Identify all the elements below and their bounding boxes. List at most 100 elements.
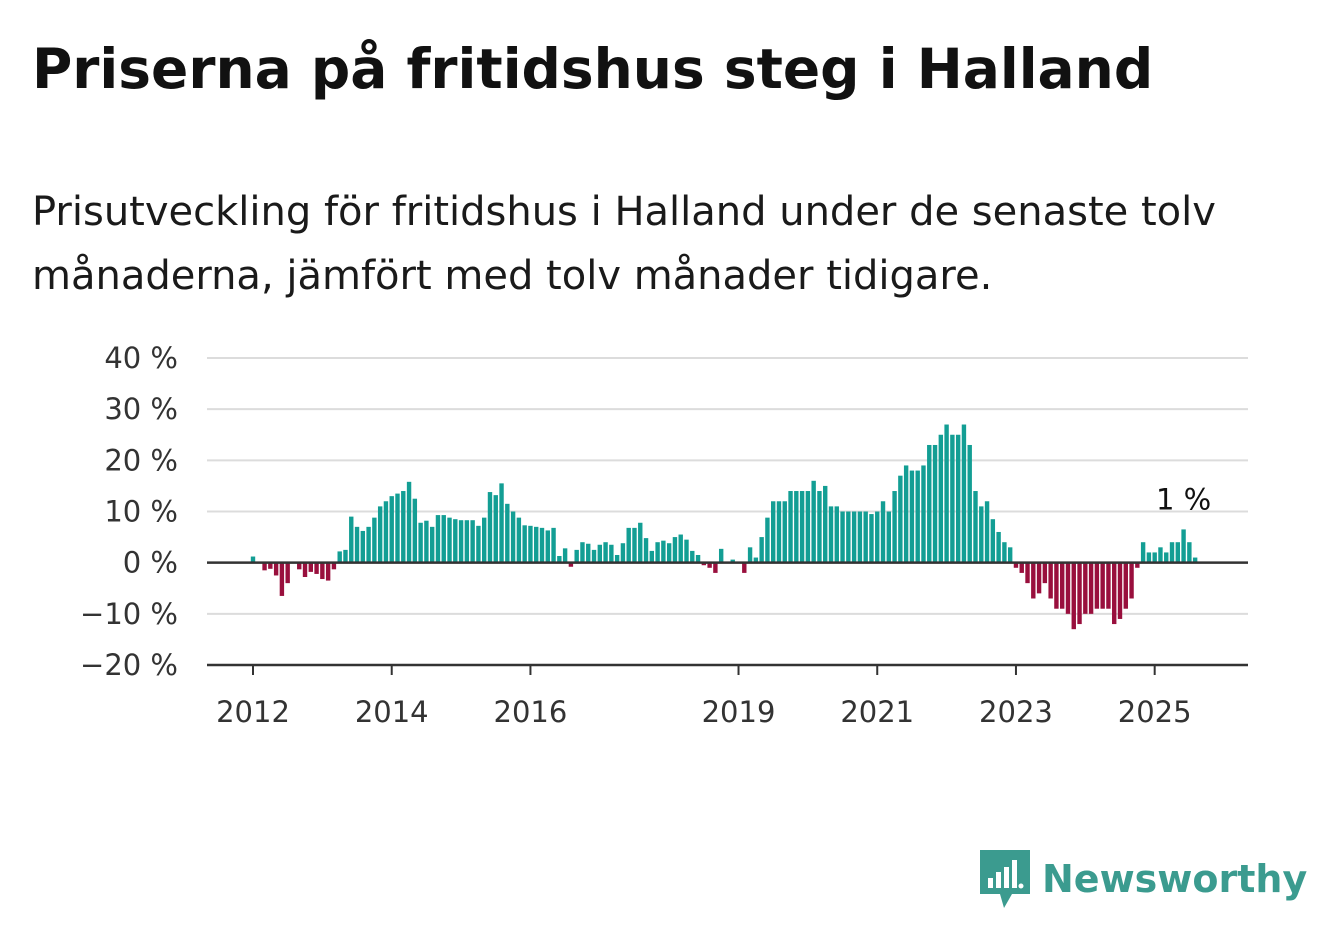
bar [435, 515, 441, 563]
bar [441, 515, 446, 563]
bar [1031, 562, 1036, 599]
bar [1065, 562, 1071, 614]
bar [776, 501, 782, 563]
x-tick-label: 2025 [1118, 695, 1192, 729]
bar [771, 501, 776, 563]
bar [1123, 562, 1128, 609]
bar [620, 543, 626, 563]
bar [1083, 562, 1088, 614]
x-axis: 2012 2014 2016 2019 2021 2023 2025 [207, 663, 1248, 729]
bar [534, 526, 539, 563]
bar [609, 544, 614, 563]
x-tick-label: 2021 [840, 695, 914, 729]
x-tick-label: 2023 [979, 695, 1053, 729]
bar [597, 544, 602, 563]
bar [1152, 552, 1157, 563]
bar [493, 495, 498, 563]
bar [1169, 542, 1175, 563]
bar [857, 511, 863, 563]
bar [1192, 557, 1198, 563]
bar [458, 520, 464, 563]
bar [1019, 562, 1024, 573]
bar [892, 491, 897, 563]
bar [1146, 552, 1152, 563]
bar [331, 562, 337, 570]
bar [759, 537, 764, 563]
bar [1094, 562, 1100, 609]
y-tick-label: 30 % [104, 392, 178, 426]
bar [695, 554, 701, 563]
bar [343, 549, 348, 563]
bar [811, 480, 816, 563]
bar [586, 543, 591, 563]
bar [869, 514, 874, 563]
bar [718, 548, 724, 563]
bar [487, 492, 493, 563]
bar [730, 559, 735, 563]
bar [1175, 542, 1180, 563]
bar [302, 562, 308, 577]
bar [932, 444, 938, 563]
bar [250, 556, 256, 563]
chart-annotation: 1 % [1156, 482, 1211, 516]
bar [765, 517, 770, 563]
bar [551, 527, 556, 563]
bar [903, 465, 909, 563]
bar [614, 554, 620, 563]
bar [875, 511, 880, 563]
bar [701, 562, 707, 566]
bar [325, 562, 331, 581]
bar [539, 527, 545, 563]
bar [1158, 547, 1163, 563]
bar [562, 548, 568, 563]
brand-name: Newsworthy [1042, 857, 1308, 901]
y-tick-label: −20 % [80, 648, 178, 682]
x-tick-label: 2012 [216, 695, 290, 729]
chart-title: Priserna på fritidshus steg i Halland [32, 37, 1154, 101]
bar [742, 562, 747, 573]
bar [372, 517, 377, 563]
bar [909, 470, 915, 563]
bar [938, 434, 944, 563]
brand: Newsworthy [980, 850, 1307, 908]
bar [661, 540, 666, 563]
bar [649, 550, 655, 563]
bar [1013, 562, 1019, 568]
bar [297, 562, 302, 570]
bar [557, 556, 562, 563]
bar [967, 444, 972, 563]
bar [638, 522, 643, 563]
bar [1164, 552, 1169, 563]
bar [453, 519, 458, 563]
bar [1007, 547, 1013, 563]
bar [395, 493, 400, 563]
bar [349, 516, 354, 563]
bar [1117, 562, 1123, 619]
bar [672, 537, 678, 563]
bar [632, 527, 637, 563]
bar [955, 434, 961, 563]
bar [788, 491, 793, 563]
bar [1112, 562, 1117, 625]
bar [499, 483, 504, 563]
chart-bars [207, 424, 1248, 630]
bar [285, 562, 290, 584]
bar-chart: 40 %30 %20 %10 %0 %−10 %−20 % 2012 2014 20… [80, 341, 1248, 729]
bar [1187, 542, 1192, 563]
bar [990, 519, 996, 563]
bar [834, 506, 839, 563]
bar [424, 520, 429, 563]
bar [961, 424, 967, 563]
bar [846, 511, 851, 563]
bar [840, 511, 845, 563]
y-tick-label: 0 % [123, 546, 178, 580]
bar [927, 444, 932, 563]
bar [851, 511, 857, 563]
bar [268, 562, 273, 569]
bar [713, 562, 718, 573]
bar [522, 525, 527, 563]
bar [476, 525, 481, 563]
bar [308, 562, 313, 572]
bar [863, 511, 868, 563]
newsworthy-logo-icon [980, 850, 1030, 908]
